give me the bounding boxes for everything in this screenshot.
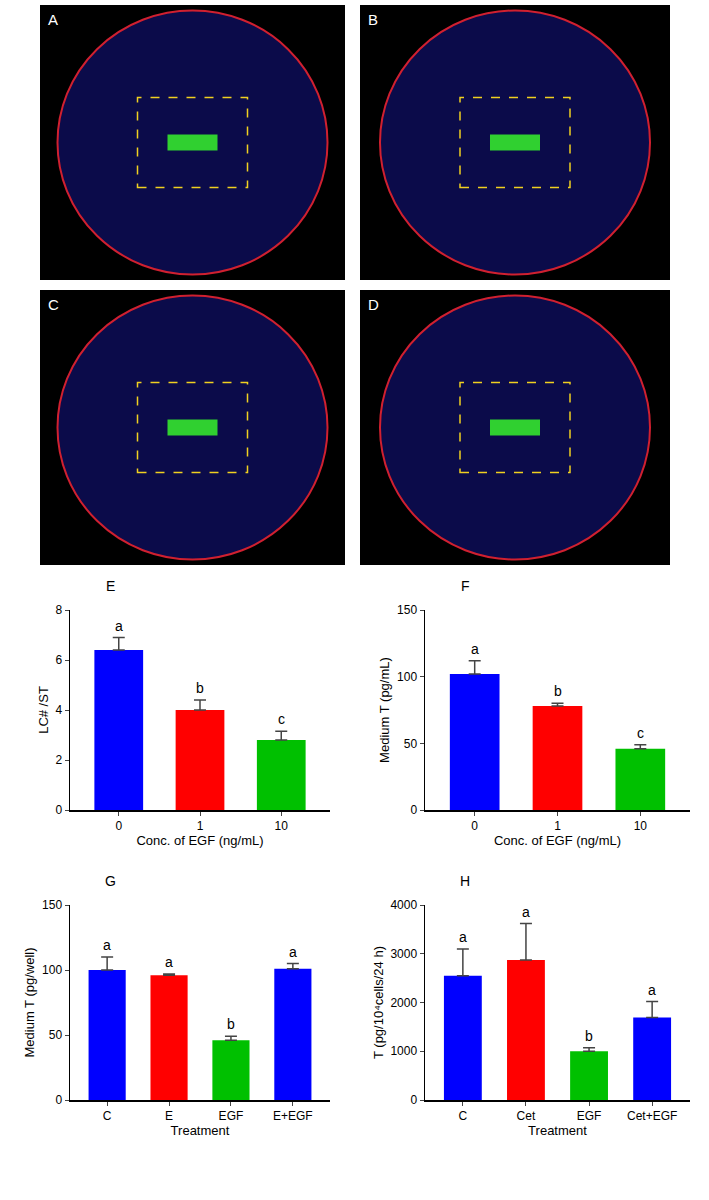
svg-text:100: 100: [397, 670, 417, 684]
svg-text:8: 8: [55, 603, 62, 617]
svg-text:Treatment: Treatment: [528, 1123, 587, 1138]
svg-text:a: a: [471, 641, 479, 657]
svg-text:C: C: [103, 1109, 112, 1123]
svg-text:H: H: [460, 873, 470, 889]
svg-text:1: 1: [554, 819, 561, 833]
svg-text:2000: 2000: [390, 996, 417, 1010]
svg-text:D: D: [368, 296, 379, 313]
svg-text:b: b: [227, 1016, 235, 1032]
svg-text:C: C: [459, 1109, 468, 1123]
svg-text:50: 50: [404, 737, 418, 751]
svg-text:B: B: [368, 11, 378, 28]
svg-text:a: a: [459, 929, 467, 945]
svg-text:a: a: [648, 982, 656, 998]
svg-text:4000: 4000: [390, 898, 417, 912]
svg-text:0: 0: [55, 803, 62, 817]
svg-text:LC# /ST: LC# /ST: [36, 686, 51, 734]
svg-text:Medium T (pg/well): Medium T (pg/well): [22, 947, 37, 1057]
svg-text:E+EGF: E+EGF: [273, 1109, 313, 1123]
svg-text:Treatment: Treatment: [171, 1123, 230, 1138]
svg-text:E: E: [165, 1109, 173, 1123]
svg-text:T (pg/10⁴cells/24 h): T (pg/10⁴cells/24 h): [371, 946, 386, 1059]
svg-text:E: E: [106, 578, 115, 594]
svg-text:EGF: EGF: [219, 1109, 244, 1123]
svg-text:c: c: [278, 711, 285, 727]
svg-text:Cet: Cet: [517, 1109, 536, 1123]
svg-text:0: 0: [115, 819, 122, 833]
svg-text:a: a: [165, 954, 173, 970]
svg-text:150: 150: [397, 603, 417, 617]
svg-text:1000: 1000: [390, 1044, 417, 1058]
svg-text:c: c: [637, 725, 644, 741]
svg-text:1: 1: [197, 819, 204, 833]
svg-text:0: 0: [410, 803, 417, 817]
svg-text:EGF: EGF: [577, 1109, 602, 1123]
svg-text:0: 0: [471, 819, 478, 833]
svg-text:A: A: [48, 11, 58, 28]
svg-text:Cet+EGF: Cet+EGF: [627, 1109, 677, 1123]
svg-text:150: 150: [42, 898, 62, 912]
svg-text:a: a: [522, 904, 530, 920]
svg-text:2: 2: [55, 753, 62, 767]
svg-text:a: a: [115, 618, 123, 634]
svg-text:Conc. of EGF (ng/mL): Conc. of EGF (ng/mL): [494, 833, 621, 848]
svg-text:Conc. of EGF (ng/mL): Conc. of EGF (ng/mL): [136, 833, 263, 848]
svg-text:6: 6: [55, 653, 62, 667]
svg-text:4: 4: [55, 703, 62, 717]
svg-text:a: a: [289, 944, 297, 960]
svg-text:G: G: [105, 873, 116, 889]
svg-text:b: b: [585, 1028, 593, 1044]
svg-text:b: b: [554, 683, 562, 699]
svg-text:50: 50: [49, 1028, 63, 1042]
svg-text:0: 0: [55, 1093, 62, 1107]
svg-text:a: a: [103, 937, 111, 953]
svg-text:10: 10: [634, 819, 648, 833]
svg-text:Medium T (pg/mL): Medium T (pg/mL): [377, 657, 392, 763]
svg-text:F: F: [461, 578, 470, 594]
svg-text:100: 100: [42, 963, 62, 977]
svg-text:0: 0: [410, 1093, 417, 1107]
svg-text:3000: 3000: [390, 947, 417, 961]
svg-text:10: 10: [275, 819, 289, 833]
svg-text:b: b: [196, 680, 204, 696]
svg-text:C: C: [48, 296, 59, 313]
